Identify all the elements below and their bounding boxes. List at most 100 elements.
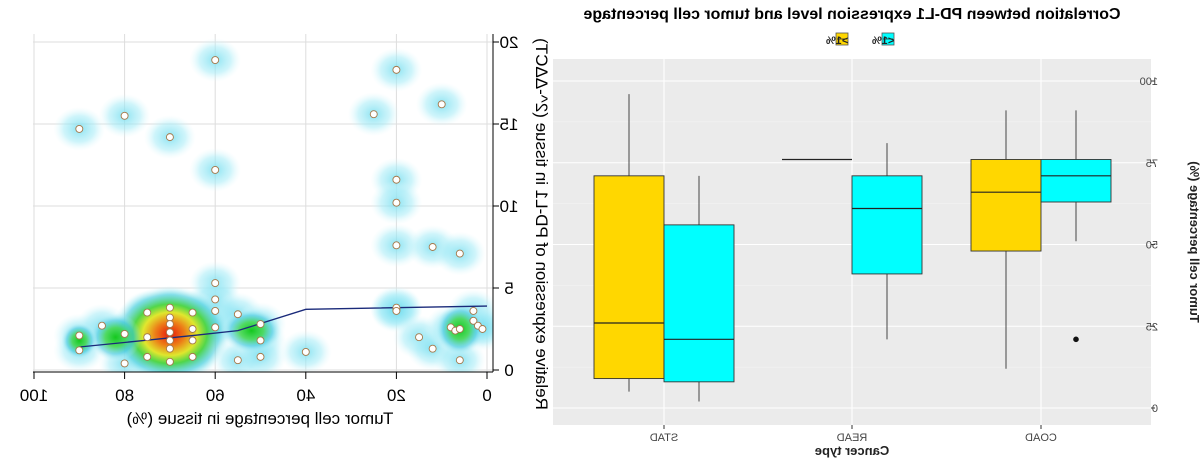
scatter-point bbox=[469, 307, 478, 315]
scatter-point bbox=[415, 333, 423, 342]
scatter-point bbox=[437, 100, 446, 109]
boxplot-x-axis-label: Cancer type bbox=[815, 443, 889, 458]
scatter-point bbox=[143, 333, 152, 342]
scatter-point bbox=[165, 313, 174, 322]
box-body bbox=[593, 175, 665, 380]
scatter-point bbox=[165, 336, 174, 345]
box-stad-above-1pct bbox=[593, 94, 665, 392]
scatter-point bbox=[211, 323, 220, 332]
scatter-point bbox=[120, 359, 129, 368]
scatter-point bbox=[392, 65, 401, 74]
scatter-point bbox=[188, 325, 197, 333]
scatter-point bbox=[211, 279, 220, 288]
boxplot-x-tick-label: STAD bbox=[650, 432, 679, 444]
boxplot-y-tick-label: 100 bbox=[1140, 76, 1158, 88]
scatter-point bbox=[165, 357, 174, 366]
scatter-point bbox=[97, 321, 106, 330]
scatter-point bbox=[369, 110, 378, 119]
scatter-y-tick-label: 0 bbox=[504, 361, 513, 380]
scatter-x-tick-label: 20 bbox=[387, 386, 406, 405]
scatter-point bbox=[188, 352, 197, 361]
scatter-point bbox=[455, 249, 464, 258]
boxplot-panel: 0 25 50 75 100 COAD READ STAD Correlation betwe… bbox=[553, 6, 1200, 458]
legend-label: <1% bbox=[872, 35, 895, 47]
density-hotspot bbox=[61, 322, 98, 359]
scatter-point bbox=[455, 325, 464, 333]
scatter-point bbox=[143, 308, 152, 317]
density-hotspot bbox=[89, 313, 142, 362]
scatter-point bbox=[428, 243, 437, 251]
scatter-axes: 0 20 40 60 80 100 0 5 10 15 20 bbox=[20, 33, 519, 405]
scatter-point bbox=[165, 344, 174, 353]
box-read-below-1pct bbox=[851, 143, 923, 340]
trend-line bbox=[79, 305, 488, 348]
boxplot-title: Correlation between PD-L1 expression lev… bbox=[583, 6, 1120, 23]
scatter-y-axis-label: Relative expression of PD-L1 in tissue (… bbox=[532, 38, 551, 410]
scatter-x-tick-label: 40 bbox=[296, 386, 315, 405]
scatter-point bbox=[392, 175, 401, 184]
boxplot-y-tick-label: 50 bbox=[1146, 240, 1158, 252]
scatter-point bbox=[392, 241, 401, 250]
boxplot-x-tick-label: COAD bbox=[1025, 432, 1057, 444]
scatter-point bbox=[428, 344, 437, 353]
box-coad-below-1pct bbox=[1040, 110, 1112, 343]
scatter-y-tick-label: 20 bbox=[500, 33, 519, 52]
legend-label: >1% bbox=[826, 35, 849, 47]
box-outlier bbox=[1073, 336, 1079, 343]
scatter-panel: 0 20 40 60 80 100 0 5 10 15 20 Tumor cell percenta… bbox=[20, 33, 551, 428]
trend-polyline bbox=[79, 305, 488, 348]
scatter-x-tick-label: 100 bbox=[20, 386, 48, 405]
scatter-point bbox=[392, 198, 401, 207]
scatter-point bbox=[188, 336, 197, 345]
density-hotspot bbox=[221, 308, 282, 353]
boxplot-boxes bbox=[593, 94, 1112, 402]
scatter-point bbox=[75, 124, 84, 133]
scatter-point bbox=[165, 320, 174, 329]
box-body bbox=[1040, 159, 1112, 203]
scatter-point bbox=[120, 111, 129, 120]
boxplot-y-tick-label: 25 bbox=[1146, 321, 1158, 333]
scatter-point bbox=[455, 356, 464, 365]
boxplot-x-tick-label: READ bbox=[837, 432, 868, 444]
box-coad-above-1pct bbox=[970, 110, 1042, 369]
scatter-point bbox=[211, 165, 220, 174]
box-body bbox=[663, 224, 735, 383]
scatter-y-tick-label: 15 bbox=[500, 115, 519, 134]
scatter-x-tick-label: 80 bbox=[115, 386, 134, 405]
scatter-point bbox=[233, 356, 242, 365]
scatter-point bbox=[478, 325, 487, 333]
scatter-point bbox=[211, 56, 220, 64]
boxplot-legend: <1% >1% bbox=[826, 32, 895, 47]
boxplot-y-tick-label: 75 bbox=[1146, 158, 1158, 170]
scatter-point bbox=[120, 329, 129, 338]
scatter-point bbox=[233, 310, 242, 319]
scatter-point bbox=[256, 352, 265, 361]
scatter-point bbox=[211, 295, 220, 304]
scatter-point bbox=[392, 307, 401, 315]
box-stad-below-1pct bbox=[663, 175, 735, 402]
scatter-points bbox=[75, 56, 487, 368]
scatter-point bbox=[256, 336, 265, 345]
scatter-point bbox=[143, 352, 152, 361]
scatter-point bbox=[301, 348, 310, 356]
box-body bbox=[851, 175, 923, 275]
scatter-point bbox=[188, 308, 197, 317]
boxplot-y-axis-label: Tumor cell percentage (%) bbox=[1187, 161, 1200, 323]
scatter-point bbox=[165, 303, 174, 312]
scatter-x-axis-label: Tumor cell percentage in tissue (%) bbox=[127, 409, 394, 428]
boxplot-y-tick-label: 0 bbox=[1152, 403, 1158, 415]
scatter-point bbox=[256, 320, 265, 329]
boxplot-axes: 0 25 50 75 100 COAD READ STAD bbox=[650, 76, 1158, 444]
scatter-x-tick-label: 0 bbox=[482, 386, 491, 405]
scatter-point bbox=[469, 316, 478, 325]
scatter-point bbox=[165, 133, 174, 142]
scatter-point bbox=[75, 331, 84, 340]
scatter-point bbox=[211, 307, 220, 315]
scatter-y-tick-label: 10 bbox=[500, 197, 519, 216]
scatter-point bbox=[165, 328, 174, 337]
box-body bbox=[970, 159, 1042, 252]
scatter-point bbox=[75, 346, 84, 355]
scatter-y-tick-label: 5 bbox=[504, 279, 513, 298]
scatter-x-tick-label: 60 bbox=[206, 386, 225, 405]
